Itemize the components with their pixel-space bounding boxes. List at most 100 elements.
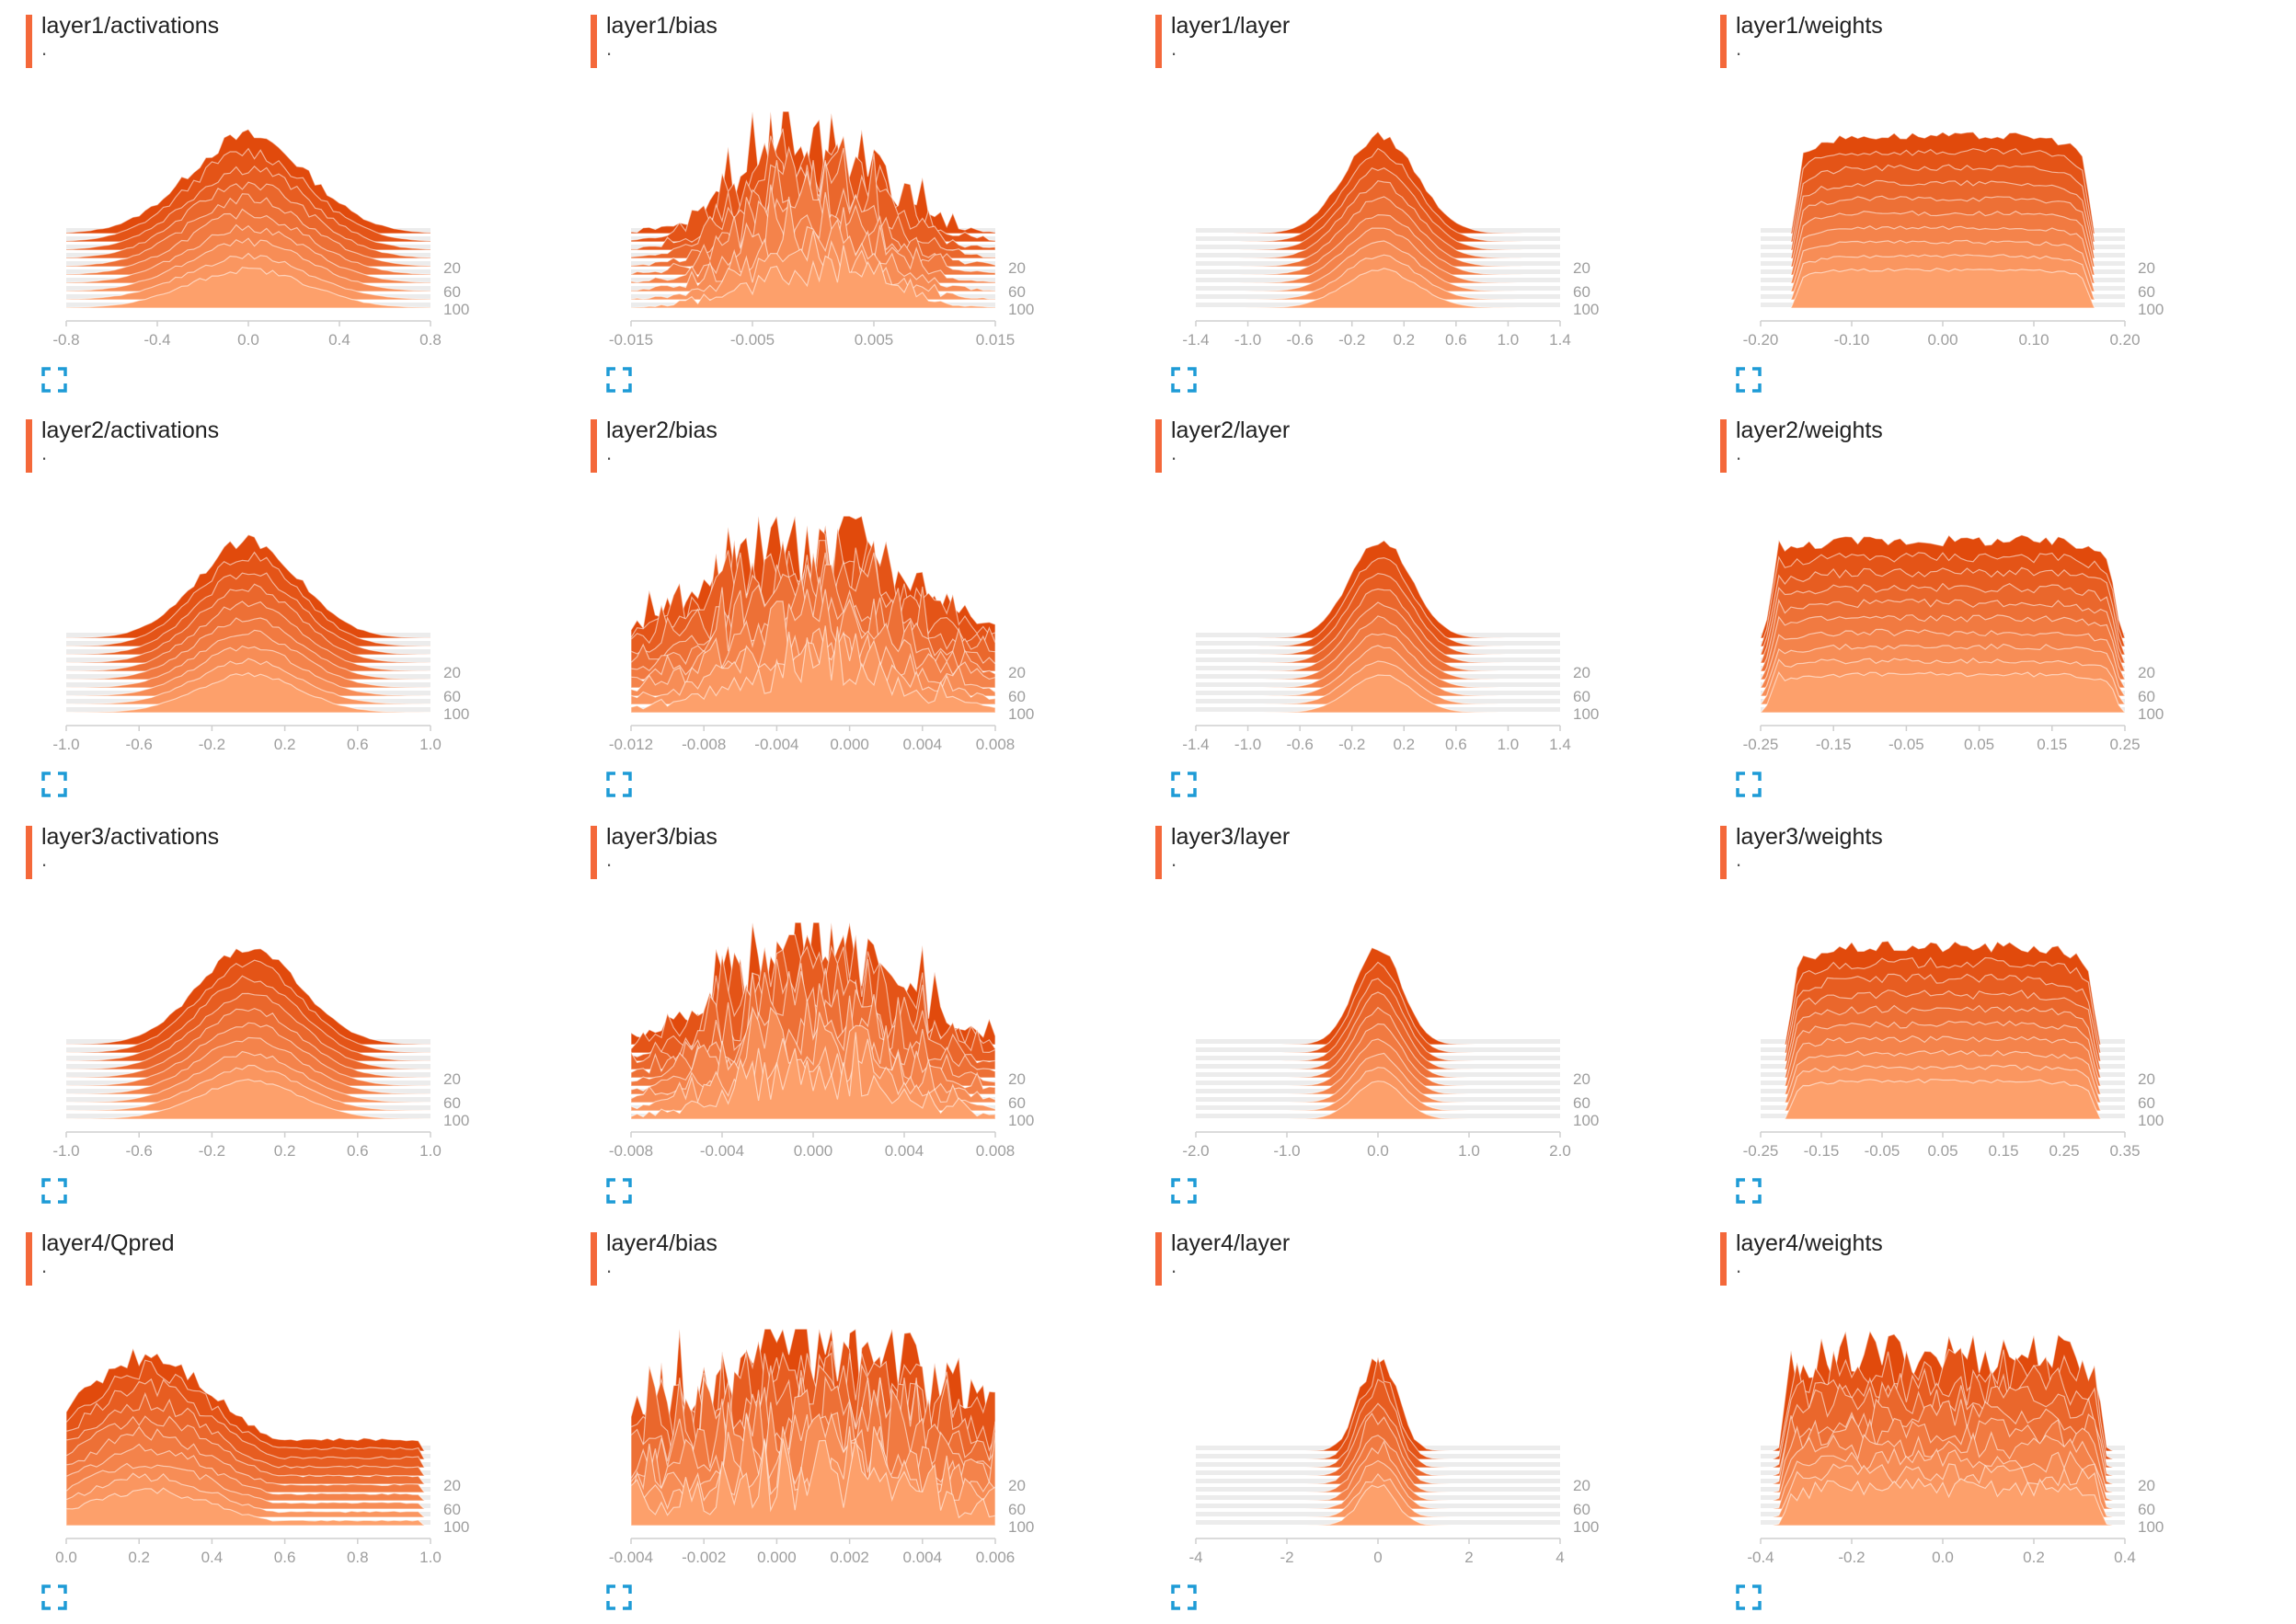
x-tick-label: 0.05 <box>1927 1142 1957 1160</box>
fullscreen-expand-icon[interactable] <box>1170 1584 1198 1611</box>
x-tick-label: -0.8 <box>52 331 79 349</box>
y-tick-label: 60 <box>2138 688 2155 705</box>
x-tick-label: 0.0 <box>55 1549 77 1566</box>
y-tick-label: 20 <box>2138 664 2155 681</box>
chart-title: layer2/bias <box>606 417 718 443</box>
fullscreen-expand-icon[interactable] <box>40 771 68 798</box>
histogram-card: layer2/activations. 20 60 100 -1.0 -0.6 -0.2 0.… <box>0 405 565 809</box>
x-tick-label: 0.2 <box>274 736 296 753</box>
x-tick-label: 0.10 <box>2018 331 2049 349</box>
chart-subtitle: . <box>606 848 613 871</box>
card-accent-bar <box>26 1232 32 1286</box>
y-tick-label: 100 <box>1008 1518 1034 1536</box>
histogram-series <box>630 245 996 309</box>
fullscreen-expand-icon[interactable] <box>605 771 633 798</box>
chart-subtitle: . <box>606 441 613 464</box>
x-tick-label: 1.0 <box>1498 736 1520 753</box>
x-tick-label: -0.012 <box>609 736 653 753</box>
x-tick-label: -0.4 <box>144 331 170 349</box>
x-tick-label: 2 <box>1464 1549 1473 1566</box>
x-tick-label: 0.15 <box>2037 736 2067 753</box>
x-tick-label: -0.6 <box>126 736 153 753</box>
x-tick-label: 0.000 <box>794 1142 833 1160</box>
card-accent-bar <box>591 419 597 473</box>
y-tick-label: 100 <box>2138 1518 2164 1536</box>
fullscreen-expand-icon[interactable] <box>40 366 68 394</box>
x-tick-label: -1.0 <box>52 1142 79 1160</box>
x-tick-label: -0.2 <box>1838 1549 1865 1566</box>
fullscreen-expand-icon[interactable] <box>1735 1177 1762 1205</box>
x-tick-label: 1.4 <box>1549 331 1571 349</box>
card-accent-bar <box>1720 1232 1727 1286</box>
x-tick-label: 0.8 <box>347 1549 369 1566</box>
chart-title: layer1/bias <box>606 13 718 39</box>
x-tick-label: 0.0 <box>1367 1142 1389 1160</box>
y-tick-label: 100 <box>1573 705 1599 723</box>
x-tick-label: -0.6 <box>1286 736 1313 753</box>
chart-title: layer3/bias <box>606 824 718 850</box>
fullscreen-expand-icon[interactable] <box>1735 1584 1762 1611</box>
histogram-series <box>630 1032 996 1120</box>
fullscreen-expand-icon[interactable] <box>1170 1177 1198 1205</box>
histogram-series <box>1761 1078 2125 1120</box>
histogram-series <box>1761 1477 2125 1527</box>
fullscreen-expand-icon[interactable] <box>40 1584 68 1611</box>
histogram-series <box>1196 674 1560 714</box>
histogram-series <box>1761 268 2125 309</box>
chart-subtitle: . <box>41 1254 48 1277</box>
y-tick-label: 60 <box>1573 1501 1590 1518</box>
fullscreen-expand-icon[interactable] <box>1170 771 1198 798</box>
x-tick-label: 0.000 <box>757 1549 797 1566</box>
y-tick-label: 100 <box>443 1112 469 1129</box>
x-tick-label: 4 <box>1556 1549 1564 1566</box>
y-tick-label: 100 <box>1008 705 1034 723</box>
x-tick-label: 0.20 <box>2109 331 2140 349</box>
chart-title: layer1/activations <box>41 13 220 39</box>
histogram-card: layer2/layer. 20 60 100 -1.4 -1.0 -0.6 -0.2 0.2 0… <box>1130 405 1694 809</box>
y-tick-label: 60 <box>443 688 461 705</box>
x-tick-label: 0.8 <box>419 331 442 349</box>
x-tick-label: 0.2 <box>2023 1549 2045 1566</box>
y-tick-label: 20 <box>1573 664 1590 681</box>
y-tick-label: 20 <box>443 259 461 277</box>
x-tick-label: -0.25 <box>1743 1142 1779 1160</box>
x-tick-label: 0.2 <box>274 1142 296 1160</box>
histogram-card: layer3/activations. 20 60 100 -1.0 -0.6 -0.2 0.… <box>0 811 565 1216</box>
fullscreen-expand-icon[interactable] <box>1170 366 1198 394</box>
card-accent-bar <box>591 826 597 879</box>
x-tick-label: 0.004 <box>903 1549 943 1566</box>
y-tick-label: 60 <box>1008 1094 1026 1112</box>
y-tick-label: 100 <box>443 1518 469 1536</box>
fullscreen-expand-icon[interactable] <box>605 1177 633 1205</box>
chart-subtitle: . <box>1171 441 1177 464</box>
x-tick-label: 0.0 <box>1932 1549 1954 1566</box>
x-tick-label: -0.004 <box>754 736 798 753</box>
card-accent-bar <box>1155 15 1162 68</box>
y-tick-label: 20 <box>2138 259 2155 277</box>
x-tick-label: -1.4 <box>1182 331 1209 349</box>
x-tick-label: -0.6 <box>126 1142 153 1160</box>
x-tick-label: 0 <box>1373 1549 1382 1566</box>
x-tick-label: 0.6 <box>1445 736 1467 753</box>
y-tick-label: 60 <box>2138 1094 2155 1112</box>
y-tick-label: 60 <box>443 283 461 301</box>
fullscreen-expand-icon[interactable] <box>1735 771 1762 798</box>
histogram-card: layer4/Qpred. 20 60 100 0.0 0.2 0.4 0.6 0.8 1.0 <box>0 1218 565 1622</box>
fullscreen-expand-icon[interactable] <box>605 1584 633 1611</box>
fullscreen-expand-icon[interactable] <box>605 366 633 394</box>
chart-subtitle: . <box>1171 1254 1177 1277</box>
histogram-card: layer1/activations. 20 60 100 -0.8 -0.4 0.0 0.4… <box>0 0 565 405</box>
x-tick-label: 0.005 <box>855 331 894 349</box>
chart-subtitle: . <box>41 848 48 871</box>
fullscreen-expand-icon[interactable] <box>1735 366 1762 394</box>
histogram-series <box>630 1438 996 1527</box>
histogram-series <box>1196 268 1560 309</box>
fullscreen-expand-icon[interactable] <box>40 1177 68 1205</box>
x-tick-label: -0.15 <box>1804 1142 1840 1160</box>
card-accent-bar <box>591 15 597 68</box>
chart-subtitle: . <box>606 37 613 60</box>
x-tick-label: 0.4 <box>2114 1549 2136 1566</box>
x-tick-label: -0.002 <box>682 1549 726 1566</box>
x-tick-label: -0.2 <box>1338 736 1365 753</box>
